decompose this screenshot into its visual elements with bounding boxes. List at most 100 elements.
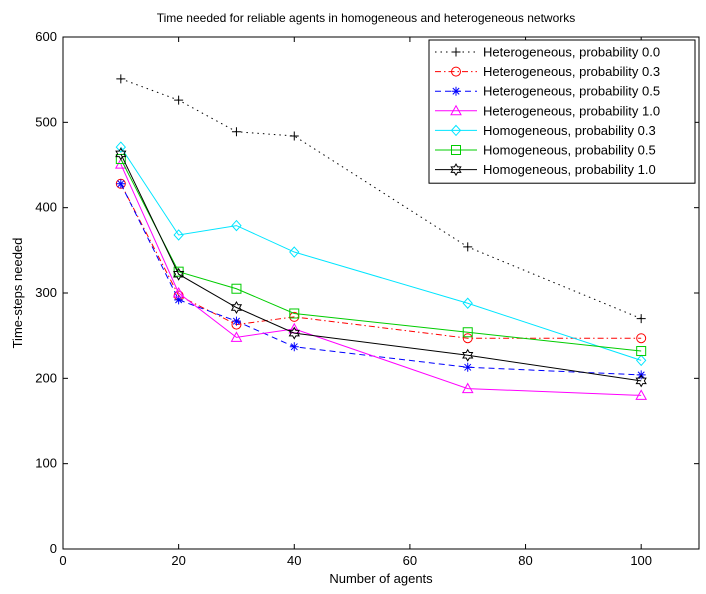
series-line	[120, 183, 642, 376]
legend-label: Heterogeneous, probability 0.5	[483, 84, 660, 99]
plus-marker	[289, 131, 299, 141]
legend-label: Heterogeneous, probability 0.0	[483, 45, 660, 60]
data-point	[231, 219, 242, 232]
data-point	[463, 242, 473, 252]
series-5	[115, 141, 647, 367]
data-point	[116, 179, 126, 189]
x-tick-label: 40	[287, 553, 301, 568]
diamond-marker	[231, 219, 242, 232]
legend: Heterogeneous, probability 0.0 Heterogene…	[428, 39, 696, 184]
data-point	[636, 354, 647, 367]
asterisk-marker	[289, 342, 299, 352]
x-tick-label: 60	[403, 553, 417, 568]
circle-marker	[462, 333, 473, 344]
hexagram-marker	[115, 147, 127, 161]
y-tick-label: 100	[35, 456, 57, 471]
data-point	[635, 389, 648, 400]
asterisk-marker	[451, 86, 461, 96]
series-line	[120, 153, 642, 382]
data-point	[174, 295, 184, 305]
diamond-marker	[450, 124, 462, 137]
data-point	[451, 145, 461, 155]
y-tick-label: 200	[35, 370, 57, 385]
asterisk-marker	[174, 295, 184, 305]
data-point	[231, 316, 241, 326]
diamond-marker	[636, 354, 647, 367]
data-point	[230, 331, 243, 342]
legend-label: Homogeneous, probability 1.0	[483, 162, 656, 177]
data-point	[288, 326, 300, 340]
triangle-marker	[172, 286, 185, 298]
square-marker	[462, 327, 473, 338]
y-tick-label: 600	[35, 29, 57, 44]
x-tick-label: 20	[171, 553, 185, 568]
asterisk-marker	[116, 179, 126, 189]
plus-marker	[116, 74, 126, 84]
y-axis-label: Time-steps needed	[10, 238, 25, 349]
legend-label: Homogeneous, probability 0.5	[483, 143, 656, 158]
data-point	[636, 333, 647, 344]
data-point	[451, 47, 461, 57]
data-point	[451, 66, 461, 77]
chart-title: Time needed for reliable agents in homog…	[157, 11, 576, 25]
legend-item: Homogeneous, probability 0.3	[435, 123, 656, 138]
y-tick-label: 300	[35, 285, 57, 300]
plus-marker	[463, 242, 473, 252]
series-7	[115, 147, 647, 388]
data-point	[451, 86, 461, 96]
hexagram-marker	[173, 267, 185, 281]
data-point	[635, 374, 647, 388]
circle-marker	[451, 66, 461, 77]
data-point	[463, 362, 473, 372]
data-point	[231, 127, 241, 137]
data-point	[462, 348, 474, 362]
hexagram-marker	[462, 348, 474, 362]
x-tick-label: 100	[630, 553, 652, 568]
data-point	[115, 147, 127, 161]
data-point	[450, 124, 462, 137]
y-tick-label: 400	[35, 200, 57, 215]
x-axis-label: Number of agents	[329, 571, 433, 586]
data-point	[450, 104, 462, 116]
data-point	[115, 141, 126, 153]
asterisk-marker	[231, 316, 241, 326]
data-point	[172, 286, 185, 298]
triangle-marker	[450, 104, 462, 116]
legend-label: Heterogeneous, probability 1.0	[483, 103, 660, 118]
data-point	[636, 314, 646, 324]
data-point	[289, 246, 300, 258]
data-point	[462, 333, 473, 344]
data-point	[289, 131, 299, 141]
series-line	[120, 158, 642, 352]
data-point	[462, 297, 473, 309]
diamond-marker	[462, 297, 473, 309]
data-point	[230, 301, 243, 314]
triangle-marker	[461, 382, 474, 394]
asterisk-marker	[463, 362, 473, 372]
legend-item: Homogeneous, probability 1.0	[435, 162, 656, 177]
data-point	[231, 283, 242, 294]
circle-marker	[636, 333, 647, 344]
legend-box	[428, 39, 696, 184]
legend-item: Heterogeneous, probability 0.0	[435, 45, 660, 60]
hexagram-marker	[635, 374, 647, 388]
y-tick-label: 500	[35, 114, 57, 129]
data-point	[636, 346, 647, 357]
series-line	[120, 163, 642, 396]
data-point	[116, 74, 126, 84]
y-tick-label: 0	[50, 541, 57, 556]
square-marker	[636, 346, 647, 357]
hexagram-marker	[288, 326, 300, 340]
data-point	[462, 327, 473, 338]
data-point	[461, 382, 474, 394]
data-point	[173, 267, 185, 281]
plus-marker	[231, 127, 241, 137]
series-1	[116, 74, 646, 324]
x-tick-label: 0	[59, 553, 66, 568]
series-line	[120, 146, 642, 361]
square-marker	[231, 283, 242, 294]
square-marker	[289, 308, 300, 319]
triangle-marker	[635, 389, 648, 400]
legend-item: Homogeneous, probability 0.5	[435, 143, 656, 158]
hexagram-marker	[230, 301, 243, 314]
